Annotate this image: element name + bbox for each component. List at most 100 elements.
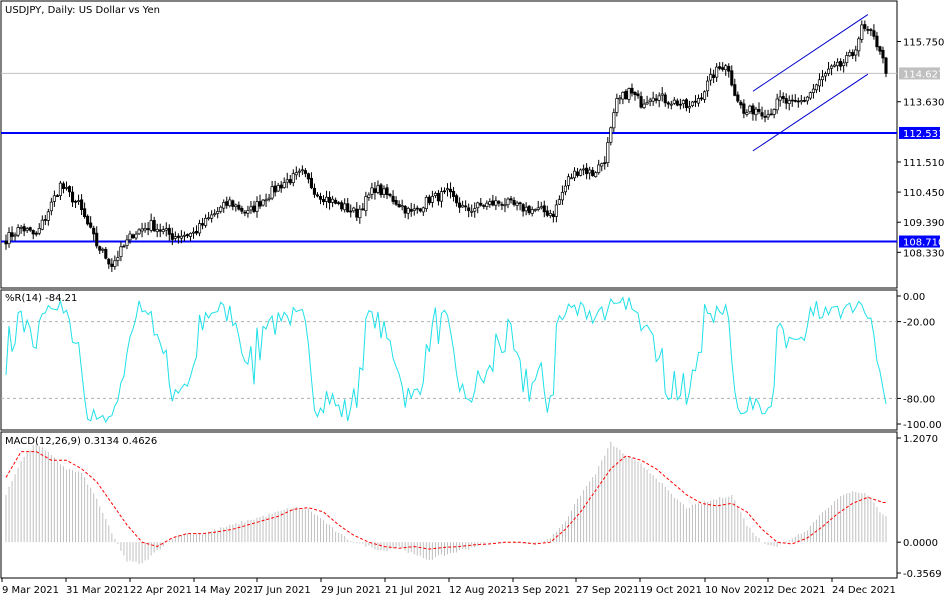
candle-body xyxy=(808,92,812,99)
candle-body xyxy=(542,205,546,213)
candle-body xyxy=(817,79,822,87)
price-tick-label: 109.390 xyxy=(903,218,944,229)
candle-body xyxy=(645,102,649,105)
candle-body xyxy=(352,207,356,212)
candle-body xyxy=(627,88,631,100)
macd-panel-frame xyxy=(0,431,898,579)
candle-body xyxy=(642,103,646,109)
candle-body xyxy=(875,35,879,48)
candle-body xyxy=(119,246,123,257)
candle-body xyxy=(793,100,797,102)
candle-body xyxy=(860,24,864,40)
candle-body xyxy=(485,202,489,207)
candle-body xyxy=(104,248,108,259)
candle-body xyxy=(539,206,543,209)
candle-body xyxy=(4,240,8,245)
candle-body xyxy=(267,197,271,200)
candle-body xyxy=(52,195,56,202)
candle-body xyxy=(188,233,193,237)
candle-body xyxy=(22,226,26,232)
candle-body xyxy=(343,203,347,211)
candle-body xyxy=(373,188,377,193)
candle-body xyxy=(597,164,601,173)
candle-body xyxy=(684,99,688,108)
candle-body xyxy=(291,173,295,183)
candle-body xyxy=(31,230,35,235)
candle-body xyxy=(237,204,241,210)
candle-body xyxy=(455,195,459,204)
macd-signal-line xyxy=(5,451,886,550)
candle-body xyxy=(851,52,855,57)
candle-body xyxy=(201,223,205,226)
candle-body xyxy=(182,234,186,237)
date-axis: 9 Mar 2021 31 Mar 2021 22 Apr 2021 14 May 2… xyxy=(1,578,896,596)
candle-body xyxy=(328,196,332,204)
candle-body xyxy=(724,65,728,71)
candle-body xyxy=(137,229,141,235)
candle-body xyxy=(107,258,111,265)
candle-body xyxy=(194,230,199,234)
candle-body xyxy=(536,207,540,210)
candle-body xyxy=(696,98,701,104)
candle-body xyxy=(173,236,177,239)
candle-body xyxy=(448,188,453,193)
candle-body xyxy=(288,179,292,184)
candle-body xyxy=(763,115,767,118)
candle-body xyxy=(842,62,846,66)
candle-body xyxy=(122,245,126,248)
candle-body xyxy=(733,84,737,96)
candle-body xyxy=(101,248,105,251)
candle-body xyxy=(433,193,437,196)
candle-body xyxy=(400,205,404,208)
candle-body xyxy=(445,188,450,191)
candle-body xyxy=(660,93,664,96)
level-tag-0-box xyxy=(899,126,940,139)
candle-body xyxy=(461,205,465,208)
candle-body xyxy=(575,171,580,176)
williams-r-panel: 0.00 -20.00 -80.00 -100.00 xyxy=(1,292,942,431)
candle-body xyxy=(727,65,731,72)
candle-body xyxy=(548,213,552,216)
level-tag-1-box xyxy=(899,235,940,248)
candle-body xyxy=(869,29,873,31)
candle-body xyxy=(210,214,214,219)
candle-body xyxy=(811,88,815,93)
candle-body xyxy=(34,232,38,235)
candle-body xyxy=(282,182,286,188)
candle-body xyxy=(687,106,691,109)
candle-body xyxy=(349,210,353,213)
candle-body xyxy=(306,173,310,180)
candle-body xyxy=(234,204,238,208)
candle-body xyxy=(784,98,788,104)
candle-body xyxy=(116,257,120,261)
candle-body xyxy=(563,185,568,193)
candle-body xyxy=(337,202,341,204)
candle-body xyxy=(149,220,153,231)
candle-body xyxy=(515,202,519,206)
candle-body xyxy=(382,188,386,195)
candle-body xyxy=(748,105,752,113)
candle-body xyxy=(397,204,401,208)
candle-body xyxy=(412,208,416,211)
candle-body xyxy=(524,206,528,212)
candle-body xyxy=(470,210,474,213)
candle-body xyxy=(161,229,165,232)
candle-body xyxy=(19,226,23,229)
candle-body xyxy=(521,204,525,212)
candle-body xyxy=(261,199,265,206)
price-tick-label: 111.510 xyxy=(903,158,944,169)
candle-body xyxy=(364,196,368,212)
candle-body xyxy=(216,211,220,214)
candle-body xyxy=(479,202,483,206)
candle-body xyxy=(730,70,734,86)
candle-body xyxy=(219,206,223,212)
candle-body xyxy=(863,24,867,29)
candle-body xyxy=(300,169,304,172)
candle-body xyxy=(554,204,558,217)
candle-body xyxy=(303,170,307,174)
candle-body xyxy=(334,199,338,204)
date-tick-label: 9 Mar 2021 xyxy=(2,585,59,596)
wr-tick-label: -80.00 xyxy=(903,394,935,405)
candle-body xyxy=(376,185,380,193)
candle-body xyxy=(185,234,189,237)
